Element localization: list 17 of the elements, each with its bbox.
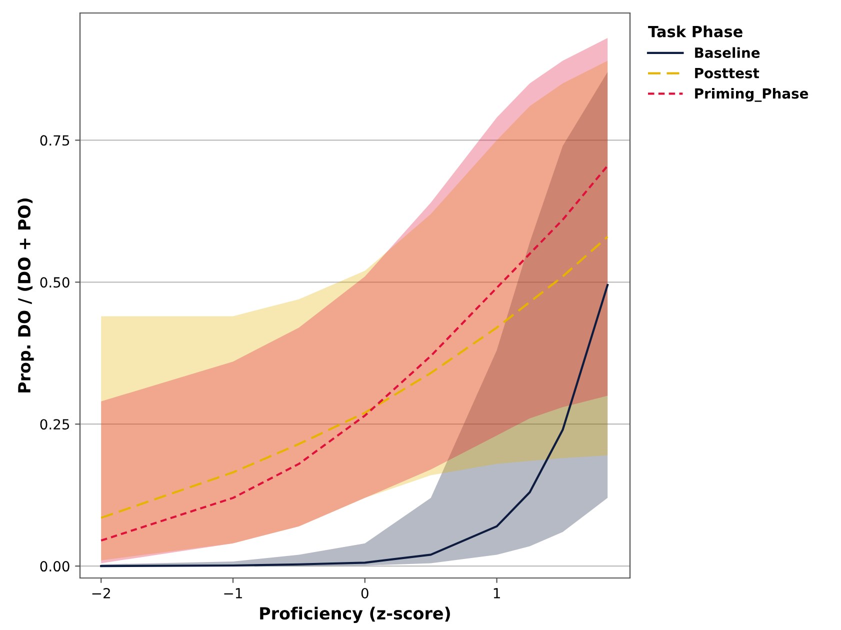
y-tick-label: 0.50 (40, 277, 70, 288)
legend-label: Priming_Phase (695, 88, 808, 102)
legend-title: Task Phase (648, 26, 742, 38)
y-tick-label: 0.25 (40, 419, 70, 430)
legend-label: Posttest (695, 68, 760, 78)
y-tick-label: 0.75 (40, 135, 70, 146)
y-tick-label: 0.00 (40, 561, 70, 572)
x-tick-label: −2 (92, 588, 110, 598)
line-series (100, 236, 609, 519)
x-tick-label: 0 (361, 588, 368, 598)
line-series (100, 284, 609, 568)
y-axis-title: Prop. DO / (DO + PO) (18, 198, 34, 392)
legend-label: Baseline (695, 47, 760, 58)
x-tick-label: −1 (224, 588, 242, 598)
x-tick-label: 1 (494, 588, 500, 598)
x-axis-title: Proficiency (z-score) (260, 606, 450, 623)
line-series (100, 164, 609, 542)
